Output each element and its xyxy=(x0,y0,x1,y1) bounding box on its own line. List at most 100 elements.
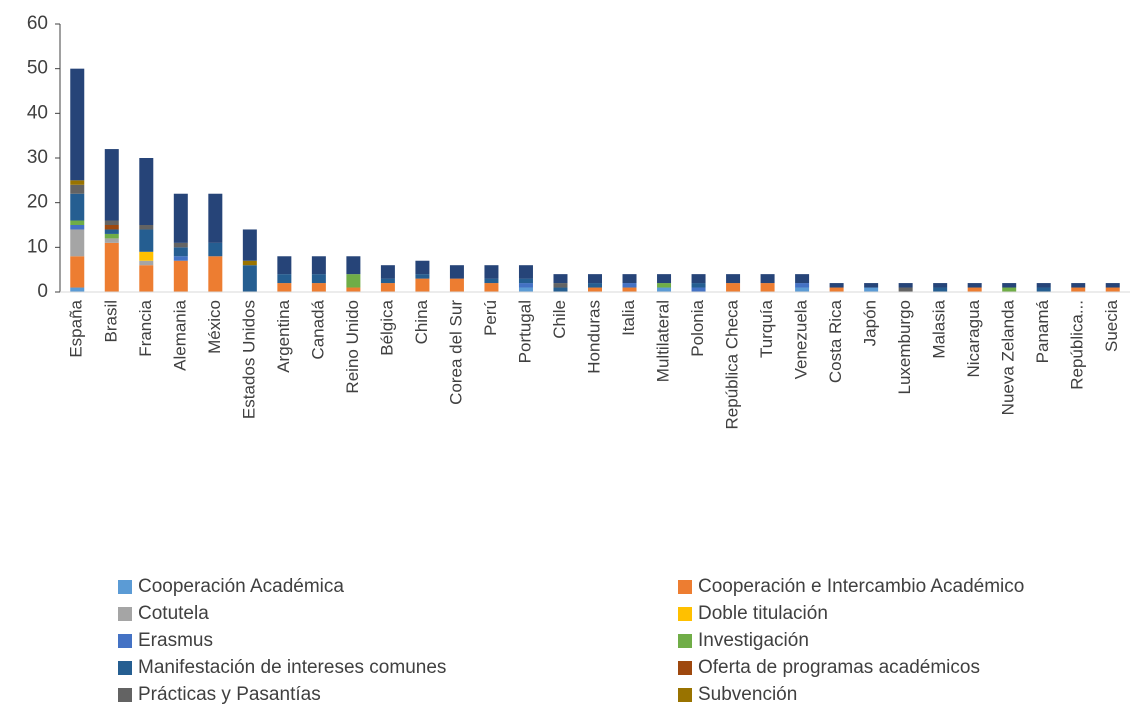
bar-segment xyxy=(70,68,85,181)
bar-segment xyxy=(70,256,85,288)
bar-segment xyxy=(933,287,948,292)
bar-segment xyxy=(208,193,223,243)
bar-segment xyxy=(415,260,430,275)
legend-label: Cooperación e Intercambio Académico xyxy=(698,576,1024,597)
y-tick-label: 10 xyxy=(27,236,48,257)
bar-segment xyxy=(415,278,430,292)
bar-segment xyxy=(967,283,982,288)
x-tick-label: Honduras xyxy=(584,300,603,374)
bar-segment xyxy=(622,274,637,284)
bar-segment xyxy=(553,274,568,284)
bar-segment xyxy=(139,251,154,261)
x-tick-label: Italia xyxy=(619,299,638,335)
x-tick-label: Argentina xyxy=(274,299,293,372)
x-tick-label: Venezuela xyxy=(792,299,811,379)
x-tick-label: Perú xyxy=(481,300,500,336)
x-tick-label: Nicaragua xyxy=(964,299,983,377)
bar-segment xyxy=(173,260,188,292)
bar-segment xyxy=(1105,283,1120,288)
bar-segment xyxy=(173,247,188,257)
bar-segment xyxy=(380,278,395,284)
x-tick-label: Multilateral xyxy=(654,300,673,382)
bar-segment xyxy=(104,220,119,225)
x-tick-label: Suecia xyxy=(1102,299,1121,352)
bar-segment xyxy=(795,274,810,284)
bar-segment xyxy=(864,287,879,292)
x-tick-label: España xyxy=(67,299,86,357)
bar-segment xyxy=(657,274,672,284)
bar-segment xyxy=(518,283,533,288)
y-tick-label: 50 xyxy=(27,58,48,79)
legend-swatch xyxy=(118,661,132,675)
y-tick-label: 40 xyxy=(27,102,48,123)
y-tick-label: 20 xyxy=(27,192,48,213)
bar-segment xyxy=(898,283,913,288)
x-tick-label: Malasia xyxy=(930,299,949,358)
x-tick-label: Panamá xyxy=(1033,299,1052,363)
bar-segment xyxy=(1105,287,1120,292)
x-tick-label: República Checa xyxy=(723,299,742,429)
bar-segment xyxy=(622,287,637,292)
x-tick-label: Alemania xyxy=(170,299,189,370)
bar-segment xyxy=(70,287,85,292)
bar-segment xyxy=(518,287,533,292)
bar-segment xyxy=(691,274,706,284)
bar-segment xyxy=(139,265,154,292)
bar-segment xyxy=(104,229,119,234)
legend-swatch xyxy=(678,580,692,594)
legend-swatch xyxy=(678,661,692,675)
bar-segment xyxy=(795,287,810,292)
y-tick-label: 60 xyxy=(27,13,48,34)
bar-segment xyxy=(760,283,775,292)
x-tick-label: Bélgica xyxy=(377,299,396,355)
bar-segment xyxy=(70,220,85,225)
bar-segment xyxy=(1036,287,1051,292)
bar-segment xyxy=(311,283,326,292)
bar-segment xyxy=(380,265,395,279)
bar-segment xyxy=(139,229,154,252)
bar-segment xyxy=(104,149,119,221)
bar-segment xyxy=(173,193,188,243)
bar-segment xyxy=(657,287,672,292)
bar-segment xyxy=(346,256,361,275)
x-tick-label: Turquía xyxy=(757,299,776,358)
legend-label: Investigación xyxy=(698,630,809,651)
bar-segment xyxy=(70,180,85,185)
legend-label: Erasmus xyxy=(138,630,213,651)
bar-segment xyxy=(518,265,533,279)
bar-segment xyxy=(70,229,85,257)
x-tick-label: Estados Unidos xyxy=(239,300,258,419)
bar-segment xyxy=(1036,283,1051,288)
bar-segment xyxy=(898,287,913,292)
legend-swatch xyxy=(678,634,692,648)
legend-label: Cooperación Académica xyxy=(138,576,344,597)
x-tick-label: Brasil xyxy=(101,300,120,343)
bar-segment xyxy=(553,287,568,292)
bar-segment xyxy=(104,233,119,239)
bar-segment xyxy=(726,274,741,284)
legend-label: Oferta de programas académicos xyxy=(698,657,980,678)
bar-segment xyxy=(311,274,326,284)
x-tick-label: Nueva Zelanda xyxy=(999,299,1018,415)
bar-segment xyxy=(588,274,602,284)
bar-segment xyxy=(484,283,499,292)
bar-segment xyxy=(726,283,741,292)
legend-label: Cotutela xyxy=(138,603,209,624)
bar-segment xyxy=(139,158,154,225)
bar-segment xyxy=(277,256,292,275)
x-tick-label: Francia xyxy=(136,299,155,356)
bar-segment xyxy=(657,283,672,288)
x-tick-label: República... xyxy=(1068,300,1087,390)
bar-segment xyxy=(829,287,844,292)
bar-segment xyxy=(173,256,188,261)
legend-swatch xyxy=(118,580,132,594)
bar-segment xyxy=(208,242,223,257)
bar-segment xyxy=(173,242,188,248)
x-tick-label: Japón xyxy=(861,300,880,346)
bar-segment xyxy=(449,265,464,279)
bar-segment xyxy=(622,283,637,288)
bar-segment xyxy=(864,283,879,288)
bar-segment xyxy=(449,278,464,292)
legend-swatch xyxy=(678,688,692,702)
